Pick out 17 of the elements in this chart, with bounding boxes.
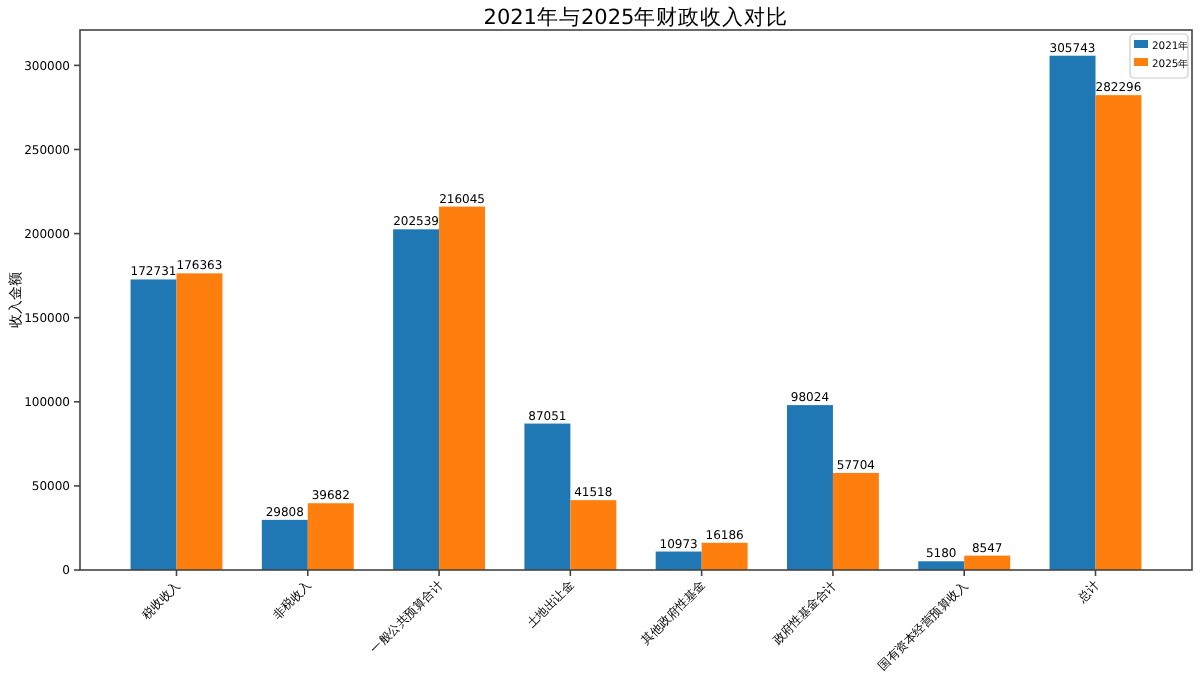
bar: [701, 542, 748, 570]
chart-title: 2021年与2025年财政收入对比: [483, 4, 789, 30]
bar: [655, 551, 702, 570]
bar: [832, 472, 879, 570]
bar: [307, 503, 354, 570]
bar: [439, 206, 486, 570]
bar: [130, 279, 177, 570]
bar: [524, 423, 571, 570]
bar: [964, 555, 1011, 570]
bar: [261, 519, 308, 570]
bar: [786, 405, 833, 570]
bar: [570, 500, 617, 570]
bar: [176, 273, 223, 570]
bar: [918, 561, 965, 570]
bar: [393, 229, 440, 570]
bar: [1095, 95, 1142, 570]
bar: [1049, 55, 1096, 570]
